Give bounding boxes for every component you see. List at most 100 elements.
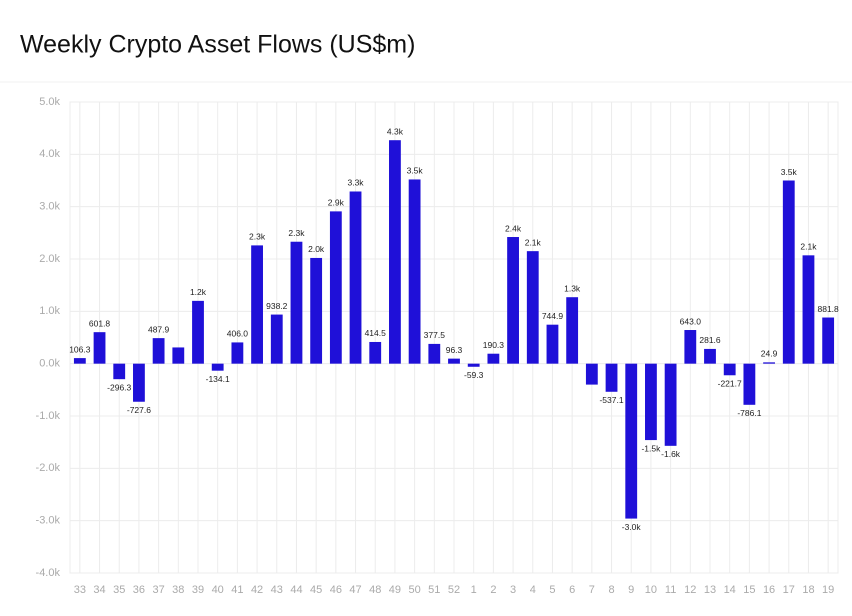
bar [467, 363, 480, 367]
value-label: 96.3 [446, 345, 463, 355]
value-label: 3.5k [407, 166, 424, 176]
value-label: 1.3k [564, 283, 581, 293]
value-label: -537.1 [599, 395, 623, 405]
bar [290, 241, 303, 364]
value-label: 3.3k [347, 178, 364, 188]
x-tick-label: 3 [510, 584, 516, 596]
bar [526, 251, 539, 364]
x-tick-label: 49 [389, 584, 401, 596]
value-label: 377.5 [424, 330, 446, 340]
value-label: 414.5 [365, 328, 387, 338]
y-tick-label: 0.0k [39, 358, 60, 370]
bar [93, 332, 106, 364]
x-tick-label: 14 [724, 584, 736, 596]
value-label: -134.1 [206, 374, 230, 384]
y-tick-label: 1.0k [39, 305, 60, 317]
bar [723, 363, 736, 376]
x-tick-label: 18 [802, 584, 814, 596]
bar [251, 245, 263, 364]
y-tick-label: -4.0k [36, 567, 61, 579]
x-tick-label: 34 [93, 584, 105, 596]
x-tick-label: 4 [530, 584, 536, 596]
bar [546, 324, 559, 364]
value-label: 4.3k [387, 126, 404, 136]
value-label: 2.3k [288, 228, 305, 238]
x-tick-label: 11 [665, 584, 676, 596]
bar [152, 338, 165, 364]
bar [763, 362, 775, 364]
x-tick-label: 36 [133, 584, 145, 596]
bar [73, 358, 86, 364]
value-label: 281.6 [699, 335, 721, 345]
value-label: -59.3 [464, 370, 484, 380]
bar [802, 255, 815, 364]
y-tick-label: -2.0k [36, 462, 61, 474]
bar [605, 363, 618, 392]
value-label: -786.1 [737, 408, 761, 418]
y-tick-label: -1.0k [36, 410, 61, 422]
x-tick-label: 44 [290, 584, 302, 596]
x-tick-label: 1 [471, 584, 477, 596]
y-tick-label: 3.0k [39, 201, 60, 213]
bar [231, 342, 244, 364]
bar [270, 314, 283, 364]
x-tick-label: 9 [628, 584, 634, 596]
value-label: 2.9k [328, 198, 345, 208]
x-tick-label: 15 [743, 584, 755, 596]
value-label: 2.3k [249, 232, 266, 242]
value-label: 643.0 [680, 316, 702, 326]
y-tick-label: -3.0k [36, 515, 61, 527]
bar [369, 341, 382, 364]
value-label: 487.9 [148, 324, 170, 334]
x-tick-label: 7 [589, 584, 595, 596]
bar [349, 191, 362, 364]
bar [408, 179, 421, 364]
x-tick-label: 39 [192, 584, 204, 596]
x-tick-label: 45 [310, 584, 322, 596]
x-tick-label: 46 [330, 584, 342, 596]
bar [566, 297, 579, 364]
x-tick-label: 37 [152, 584, 164, 596]
value-label: 1.2k [190, 287, 207, 297]
value-label: 24.9 [761, 349, 778, 359]
x-tick-label: 5 [549, 584, 555, 596]
bar [113, 363, 126, 380]
x-tick-label: 12 [684, 584, 696, 596]
value-label: 106.3 [69, 344, 91, 354]
value-label: 881.8 [818, 304, 840, 314]
x-tick-label: 6 [569, 584, 575, 596]
value-label: 938.2 [266, 301, 288, 311]
x-tick-label: 33 [74, 584, 86, 596]
bar [487, 353, 500, 364]
value-label: 601.8 [89, 318, 111, 328]
bar [704, 348, 716, 364]
bar [389, 140, 401, 364]
x-tick-label: 19 [822, 584, 834, 596]
bar [585, 363, 598, 385]
x-tick-label: 51 [428, 584, 440, 596]
value-label: 2.1k [800, 242, 817, 252]
bar [822, 317, 835, 364]
x-tick-label: 48 [369, 584, 381, 596]
x-tick-label: 17 [783, 584, 795, 596]
bar [507, 237, 519, 364]
bar [743, 363, 756, 405]
x-tick-label: 10 [645, 584, 657, 596]
value-label: 190.3 [483, 340, 505, 350]
value-label: -1.5k [641, 443, 661, 453]
x-tick-label: 8 [608, 584, 614, 596]
value-label: -296.3 [107, 382, 131, 392]
chart-title: Weekly Crypto Asset Flows (US$m) [20, 31, 415, 59]
x-tick-label: 35 [113, 584, 125, 596]
y-tick-label: 4.0k [39, 148, 60, 160]
value-label: 744.9 [542, 311, 564, 321]
bar [448, 358, 460, 364]
bar [133, 363, 145, 402]
bar [782, 180, 795, 364]
x-tick-label: 38 [172, 584, 184, 596]
value-label: -3.0k [622, 522, 642, 532]
y-tick-label: 5.0k [39, 96, 60, 108]
x-tick-label: 43 [271, 584, 283, 596]
